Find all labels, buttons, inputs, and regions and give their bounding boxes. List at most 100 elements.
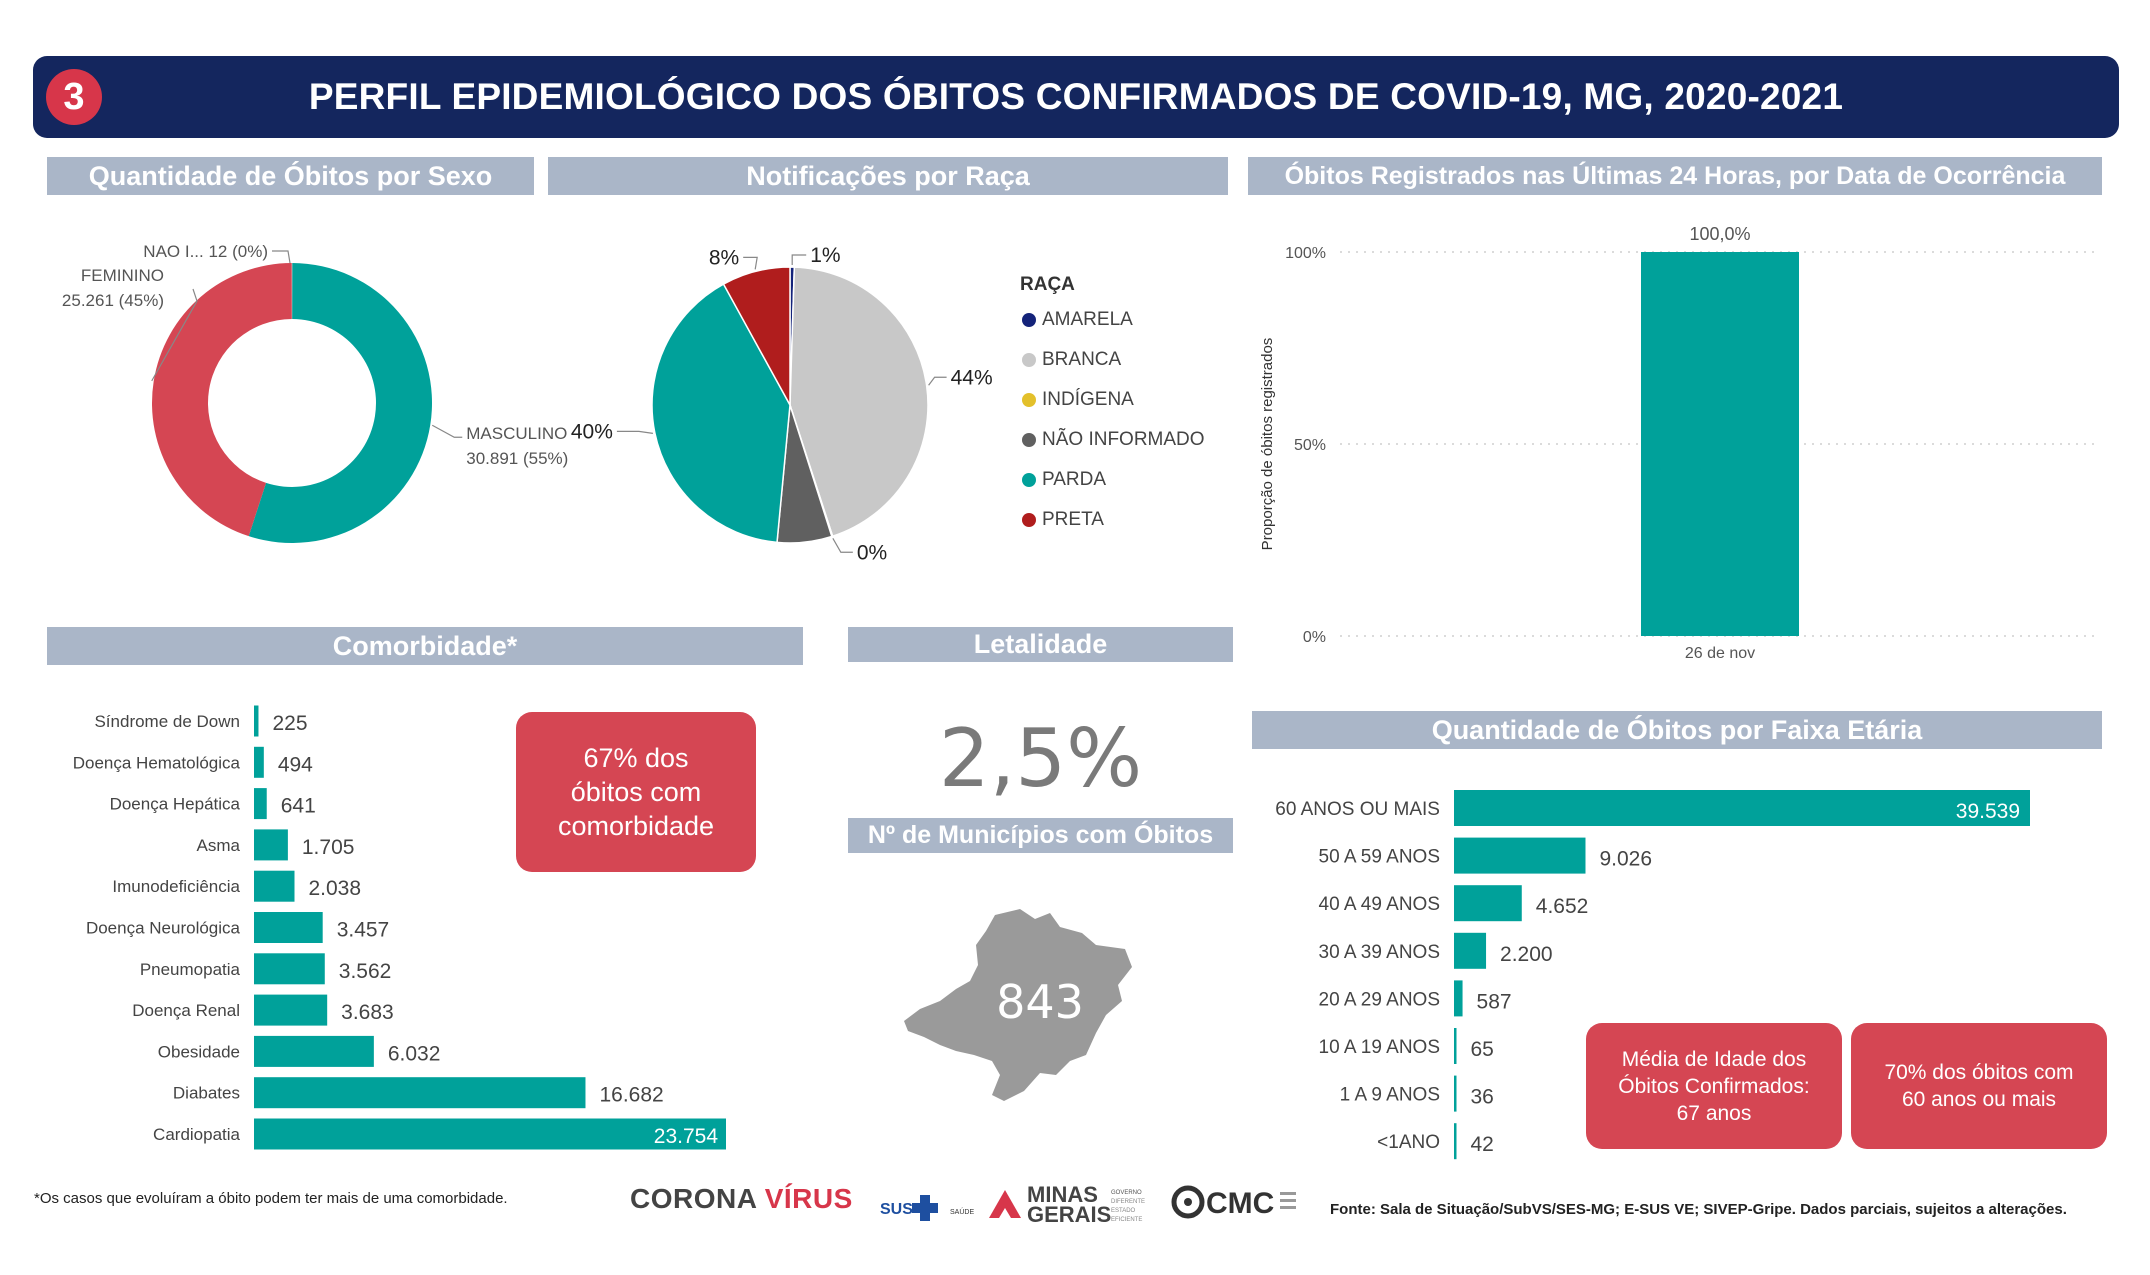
comorb-category-label: Cardiopatia [153, 1125, 240, 1144]
value-masculino: 30.891 (55%) [466, 449, 568, 468]
comorb-value-label: 3.457 [337, 919, 390, 942]
bar-value-label: 100,0% [1689, 224, 1750, 244]
comorb-category-label: Obesidade [158, 1042, 240, 1061]
leader-feminino [151, 288, 198, 382]
ytick-100: 100% [1285, 245, 1326, 262]
comorb-value-label: 16.682 [599, 1084, 663, 1107]
comorb-category-label: Imunodeficiência [112, 877, 240, 896]
faixa-category-label: 20 A 29 ANOS [1319, 989, 1440, 1010]
faixa-bar [1454, 932, 1487, 969]
comorb-bar [254, 953, 325, 985]
faixa-value-label: 36 [1471, 1086, 1494, 1109]
comorb-category-label: Diabates [173, 1084, 240, 1103]
title-banner: PERFIL EPIDEMIOLÓGICO DOS ÓBITOS CONFIRM… [33, 56, 2119, 138]
pct-indigena: 0% [857, 541, 887, 564]
header-comorbidade: Comorbidade* [47, 627, 803, 665]
faixa-category-label: 30 A 39 ANOS [1319, 942, 1440, 963]
comorb-value-label: 641 [281, 795, 316, 818]
faixa-bar [1454, 790, 2030, 826]
pie-slice-preta [722, 266, 791, 406]
callout-60-line1: 70% dos óbitos com [1884, 1061, 2074, 1084]
faixa-value-label: 42 [1471, 1133, 1494, 1156]
saude-logo-text: SAÚDE [950, 1207, 974, 1216]
callout-60-mais: 70% dos óbitos com 60 anos ou mais [1851, 1023, 2107, 1149]
comorb-category-label: Doença Neurológica [86, 919, 241, 938]
comorb-value-label: 1.705 [302, 836, 355, 859]
comorb-value-label: 225 [272, 712, 307, 735]
label-nao-informado: NAO I... 12 (0%) [143, 242, 268, 261]
faixa-bar [1454, 1075, 1457, 1112]
pct-amarela: 1% [810, 244, 840, 267]
legend-label: NÃO INFORMADO [1042, 429, 1205, 450]
letalidade-value: 2,5% [938, 712, 1143, 805]
legend-swatch [1022, 473, 1036, 487]
header-ultimas-24h: Óbitos Registrados nas Últimas 24 Horas,… [1248, 157, 2102, 195]
ytick-50: 50% [1294, 437, 1326, 454]
comorb-value-label: 494 [278, 753, 313, 776]
comorb-bar [254, 829, 288, 861]
comorb-value-label: 3.562 [339, 960, 392, 983]
minas-gerais-map-icon [904, 909, 1132, 1101]
leader-masculino [431, 424, 463, 438]
logo-eficiente: EFICIENTE [1111, 1217, 1142, 1223]
faixa-bar [1454, 837, 1586, 874]
logo-diferente: DIFERENTE [1111, 1199, 1145, 1205]
comorb-value-label: 3.683 [341, 1001, 394, 1024]
coronavirus-logo: CORONA VÍRUS [630, 1183, 853, 1215]
legend-item-branca: BRANCA [1022, 348, 1121, 372]
faixa-bar [1454, 1123, 1457, 1160]
comorb-bar [254, 870, 295, 902]
comorb-category-label: Doença Hematológica [73, 753, 241, 772]
value-feminino: 25.261 (45%) [62, 291, 164, 310]
comorb-bar [254, 1118, 726, 1150]
legend-swatch [1022, 313, 1036, 327]
legend-title: RAÇA [1020, 274, 1075, 295]
legend-item-preta: PRETA [1022, 508, 1104, 532]
callout-media-line1: Média de Idade dos [1621, 1047, 1807, 1071]
ytick-0: 0% [1303, 629, 1326, 646]
comorb-bar [254, 1035, 374, 1067]
legend-item-n-o-informado: NÃO INFORMADO [1022, 428, 1205, 452]
faixa-value-label: 4.652 [1536, 895, 1589, 918]
coronavirus-logo-b: VÍRUS [764, 1183, 853, 1214]
donut-slice-0 [248, 263, 432, 543]
sus-logo: SUS SAÚDE [880, 1195, 974, 1221]
faixa-category-label: 40 A 49 ANOS [1319, 894, 1440, 915]
faixa-category-label: <1ANO [1377, 1132, 1440, 1153]
callout-comorbidade-line2: óbitos com [570, 777, 702, 807]
legend-swatch [1022, 353, 1036, 367]
leader-amarela [791, 254, 807, 266]
logo-estado: ESTADO [1111, 1208, 1136, 1214]
cmc-logo: CMC [1171, 1185, 1296, 1220]
donut-slice-1 [151, 263, 292, 537]
label-feminino: FEMININO [81, 266, 164, 285]
comorb-category-label: Asma [197, 836, 241, 855]
callout-media-idade: Média de Idade dos Óbitos Confirmados: 6… [1586, 1023, 1842, 1149]
callout-media-line2: Óbitos Confirmados: [1618, 1074, 1810, 1098]
logo-governo: GOVERNO [1111, 1190, 1142, 1196]
faixa-value-label: 9.026 [1599, 848, 1652, 871]
source-note: Fonte: Sala de Situação/SubVS/SES-MG; E-… [1330, 1201, 2067, 1218]
leader-indigena [832, 537, 853, 553]
comorb-value-label: 6.032 [388, 1042, 441, 1065]
callout-60-line2: 60 anos ou mais [1901, 1088, 2057, 1111]
footnote: *Os casos que evoluíram a óbito podem te… [34, 1190, 508, 1207]
faixa-bar [1454, 885, 1522, 922]
callout-comorbidade-line1: 67% dos [583, 743, 689, 773]
bar-0 [1641, 252, 1799, 636]
faixa-bar [1454, 1028, 1457, 1064]
legend-swatch [1022, 513, 1036, 527]
header-municipios: Nº de Municípios com Óbitos [848, 818, 1233, 853]
faixa-category-label: 60 ANOS OU MAIS [1275, 799, 1440, 820]
legend-label: AMARELA [1042, 309, 1133, 330]
faixa-value-label: 65 [1471, 1038, 1494, 1061]
x-category-label: 26 de nov [1685, 645, 1755, 662]
logo-minas: MINAS [1027, 1182, 1098, 1207]
leader-parda [616, 430, 653, 434]
leader-preta [743, 256, 758, 270]
pct-preta: 8% [709, 246, 739, 269]
faixa-value-label: 587 [1477, 990, 1512, 1013]
